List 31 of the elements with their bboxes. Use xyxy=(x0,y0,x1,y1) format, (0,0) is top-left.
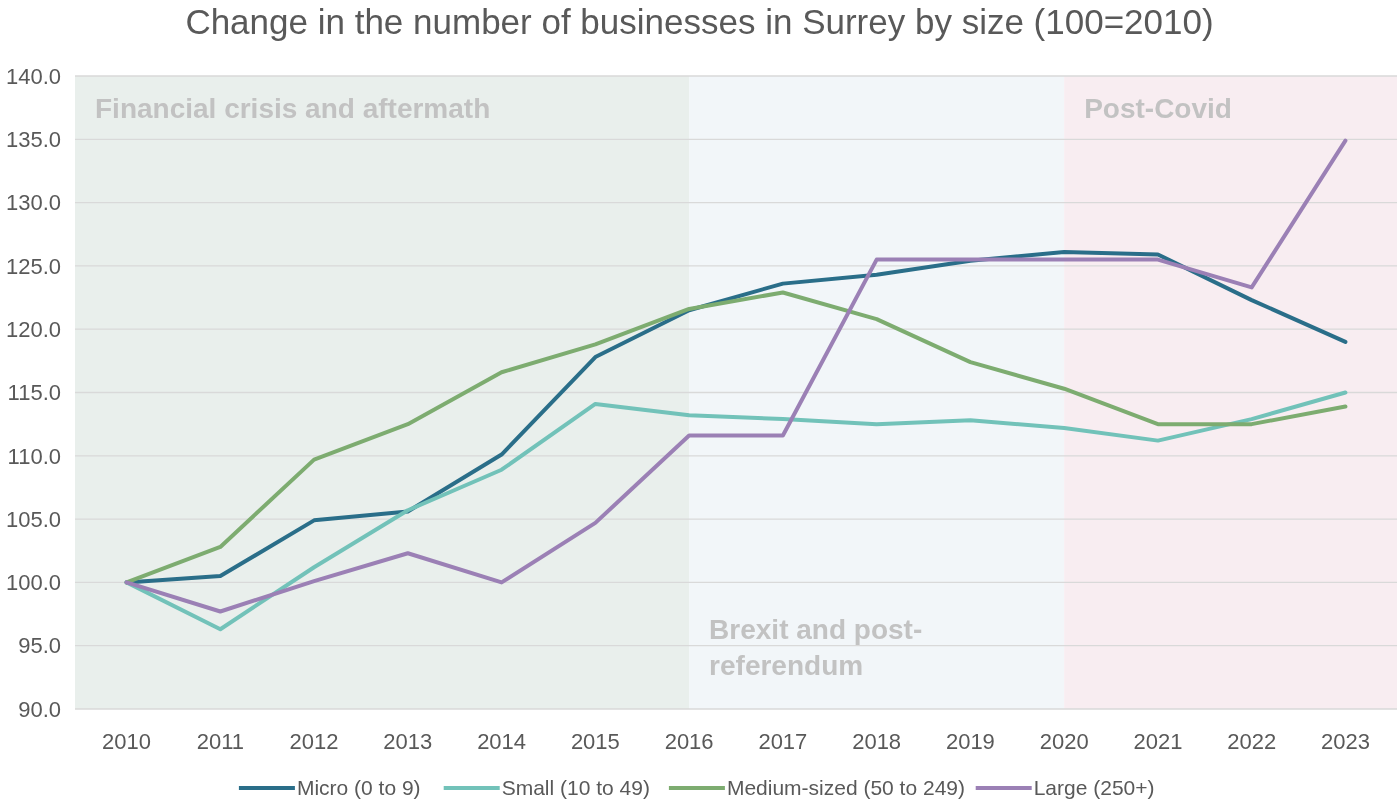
y-tick-label: 95.0 xyxy=(18,633,61,659)
line-series xyxy=(124,138,1348,614)
chart-title: Change in the number of businesses in Surrey by size (100=2010) xyxy=(185,2,1214,41)
y-tick-label: 90.0 xyxy=(18,696,61,722)
x-tick-label: 2017 xyxy=(758,729,808,754)
y-tick-label: 125.0 xyxy=(5,253,61,279)
legend-label: Micro (0 to 9) xyxy=(296,776,421,799)
x-tick-label: 2011 xyxy=(196,729,244,754)
y-tick-label: 100.0 xyxy=(5,570,61,596)
legend-label: Small (10 to 49) xyxy=(501,776,650,799)
y-tick-label: 115.0 xyxy=(7,380,61,406)
y-tick-label: 110.0 xyxy=(7,443,61,469)
x-tick-label: 2012 xyxy=(289,729,339,754)
legend-label: Large (250+) xyxy=(1033,776,1155,799)
x-tick-label: 2021 xyxy=(1133,729,1183,754)
x-tick-label: 2020 xyxy=(1039,729,1089,754)
x-tick-label: 2018 xyxy=(852,729,902,754)
x-tick-label: 2015 xyxy=(570,729,620,754)
x-tick-label: 2019 xyxy=(945,729,995,754)
legend-label: Medium-sized (50 to 249) xyxy=(726,776,966,799)
x-tick-label: 2010 xyxy=(102,729,152,754)
x-tick-label: 2013 xyxy=(383,729,433,754)
y-tick-label: 105.0 xyxy=(5,506,61,532)
x-tick-label: 2014 xyxy=(477,729,527,754)
y-tick-label: 135.0 xyxy=(5,127,61,152)
y-tick-label: 130.0 xyxy=(5,190,61,216)
x-tick-label: 2023 xyxy=(1320,729,1370,754)
x-tick-label: 2016 xyxy=(664,729,714,754)
y-tick-label: 120.0 xyxy=(5,316,61,342)
x-tick-label: 2022 xyxy=(1227,729,1277,754)
y-tick-label: 140.0 xyxy=(5,63,61,89)
